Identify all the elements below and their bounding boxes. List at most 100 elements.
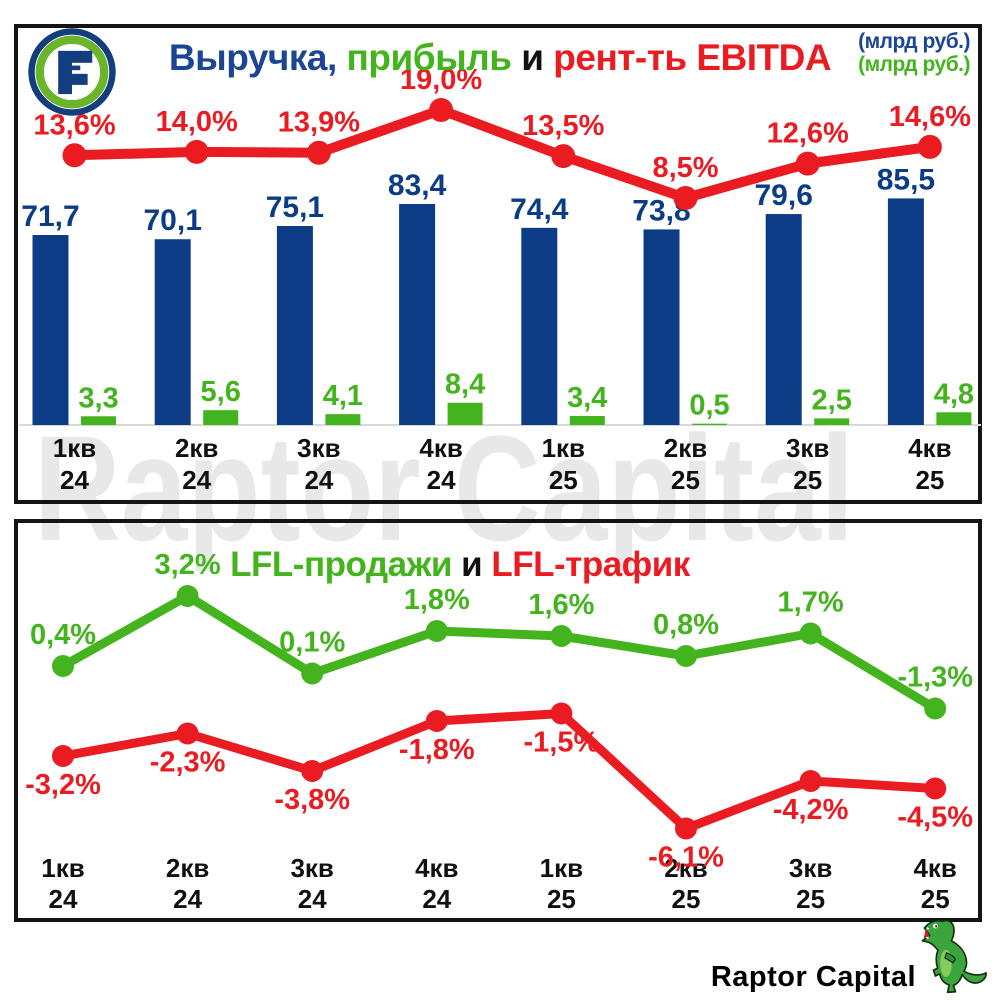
- profit-bar-label: 4,8: [934, 378, 974, 410]
- chart1-title-part: прибыль: [346, 37, 512, 78]
- unit-legend-line: (млрд руб.): [858, 30, 970, 53]
- chart2-title-part: LFL-продажи: [230, 545, 452, 584]
- brand-name: Raptor Capital: [710, 961, 916, 993]
- revenue-bar-label: 83,4: [388, 169, 447, 202]
- revenue-bar-label: 74,4: [510, 193, 569, 226]
- lfl-traffic-point: [301, 760, 324, 782]
- lfl-traffic-label: -6,1%: [648, 842, 724, 874]
- ebitda-margin-label: 8,5%: [652, 152, 718, 184]
- lfl-traffic-line: [58, 709, 940, 833]
- chart2-category-year: 24: [298, 884, 327, 914]
- revenue-bar-label: 75,1: [266, 191, 324, 224]
- chart2-category-year: 25: [921, 884, 950, 914]
- ebitda-margin-point: [306, 140, 331, 165]
- profit-bar: [447, 402, 483, 425]
- chart1-category-quarter: 4кв: [419, 433, 462, 463]
- lfl-traffic-point: [52, 745, 74, 767]
- chart1-category-quarter: 3кв: [297, 433, 340, 463]
- chart2-category-quarter: 4кв: [913, 853, 956, 883]
- chart1-category-year: 25: [549, 465, 578, 495]
- profit-bar: [203, 410, 239, 425]
- profit-bar-label: 3,3: [78, 382, 118, 414]
- ebitda-margin-label: 13,9%: [278, 107, 360, 139]
- lfl-sales-label: 0,1%: [279, 627, 345, 659]
- lfl-sales-label: 0,8%: [653, 609, 719, 641]
- ebitda-margin-label: 14,6%: [889, 101, 971, 133]
- chart2-category-quarter: 3кв: [290, 853, 333, 883]
- lfl-traffic-point: [924, 777, 947, 800]
- chart1-category-quarter: 1кв: [542, 433, 585, 463]
- lfl-traffic-point: [176, 722, 199, 745]
- revenue-chart-panel: [14, 24, 982, 504]
- chart2-category-quarter: 3кв: [789, 853, 832, 883]
- fix-price-logo: [28, 28, 116, 116]
- revenue-bar-label: 85,5: [877, 163, 935, 196]
- lfl-traffic-point: [799, 770, 822, 792]
- chart2-category-year: 24: [422, 884, 451, 914]
- chart2-category-year: 25: [672, 884, 701, 914]
- chart1-title-part: Выручка,: [168, 37, 347, 78]
- revenue-bar: [887, 198, 924, 425]
- ebitda-margin-point: [673, 186, 698, 211]
- profit-bar: [936, 412, 972, 425]
- revenue-bar: [32, 234, 69, 425]
- raptor-dinosaur-icon: [921, 919, 987, 994]
- profit-bar-label: 2,5: [812, 384, 852, 416]
- lfl-sales-point: [176, 585, 199, 607]
- revenue-bar: [154, 239, 191, 425]
- profit-bar: [814, 418, 850, 425]
- chart2-category-quarter: 2кв: [166, 853, 209, 883]
- chart2-title-part: LFL-трафик: [491, 545, 690, 584]
- lfl-sales-label: 1,8%: [404, 584, 470, 616]
- chart1-category-year: 24: [60, 465, 89, 495]
- chart1-category-year: 24: [182, 465, 211, 495]
- lfl-sales-point: [799, 622, 822, 645]
- unit-legend: (млрд руб.) (млрд руб.): [858, 30, 970, 76]
- ebitda-margin-point: [184, 139, 209, 164]
- chart1-title-part: и: [511, 37, 554, 78]
- ebitda-margin-point: [795, 151, 820, 176]
- ebitda-margin-label: 12,6%: [767, 118, 849, 150]
- lfl-sales-label: -1,3%: [897, 662, 973, 694]
- lfl-sales-point: [675, 645, 697, 667]
- chart2-category-year: 24: [173, 884, 202, 914]
- ebitda-margin-point: [62, 143, 87, 168]
- chart2-category-quarter: 4кв: [415, 853, 458, 883]
- lfl-traffic-point: [550, 702, 573, 725]
- lfl-sales-point: [301, 662, 324, 685]
- unit-legend-line: (млрд руб.): [858, 53, 970, 76]
- lfl-sales-label: 1,6%: [528, 589, 594, 621]
- lfl-traffic-label: -1,5%: [524, 727, 600, 759]
- lfl-traffic-label: -2,3%: [150, 747, 226, 779]
- chart1-title-part: рент-ть EBITDA: [553, 37, 832, 78]
- profit-bar: [569, 415, 605, 425]
- watermark: Raptor Capital: [34, 404, 855, 572]
- chart1-category-year: 25: [793, 465, 822, 495]
- profit-bar-label: 8,4: [445, 369, 485, 401]
- ebitda-margin-label: 14,0%: [156, 106, 238, 138]
- dino-pupil: [935, 925, 938, 928]
- chart2-title: LFL-продажи и LFL-трафик: [0, 545, 920, 585]
- revenue-bar: [521, 227, 558, 425]
- lfl-sales-point: [550, 625, 573, 647]
- chart2-category-year: 24: [49, 884, 78, 914]
- profit-bar: [692, 423, 727, 425]
- chart1-category-year: 24: [427, 465, 456, 495]
- lfl-chart-panel: [14, 519, 982, 922]
- lfl-traffic-label: -3,2%: [25, 769, 101, 801]
- profit-bar-label: 3,4: [567, 382, 607, 414]
- ebitda-margin-label: 13,5%: [522, 110, 604, 142]
- lfl-traffic-label: -3,8%: [274, 784, 350, 816]
- chart2-category-year: 25: [796, 884, 825, 914]
- revenue-bar: [399, 203, 436, 425]
- chart2-title-part: и: [451, 545, 492, 584]
- lfl-sales-point: [425, 620, 448, 642]
- ebitda-margin-point: [429, 98, 454, 122]
- profit-bar: [325, 414, 361, 425]
- profit-bar-label: 0,5: [689, 390, 729, 422]
- profit-bar-label: 4,1: [323, 380, 363, 412]
- chart1-category-year: 24: [304, 465, 333, 495]
- chart2-category-quarter: 1кв: [41, 853, 84, 883]
